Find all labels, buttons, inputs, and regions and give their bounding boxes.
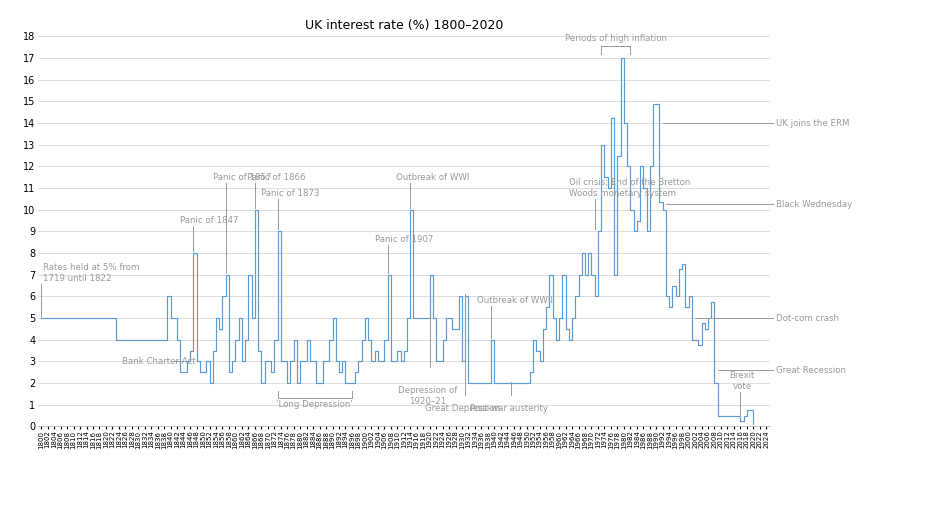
Text: Outbreak of WWI: Outbreak of WWI [395, 173, 469, 181]
Text: Rates held at 5% from
1719 until 1822: Rates held at 5% from 1719 until 1822 [43, 263, 140, 283]
Text: Periods of high inflation: Periods of high inflation [564, 34, 667, 43]
Text: Dot-com crash: Dot-com crash [776, 314, 839, 322]
Text: Oil crisis; End of the Bretton
Woods monetary system: Oil crisis; End of the Bretton Woods mon… [569, 178, 691, 198]
Text: Panic of 1907: Panic of 1907 [374, 236, 433, 244]
Text: Black Wednesday: Black Wednesday [776, 200, 852, 209]
Text: Panic of 1866: Panic of 1866 [247, 173, 305, 181]
Text: Outbreak of WWII: Outbreak of WWII [477, 296, 553, 305]
Text: Depression of
1920–21: Depression of 1920–21 [398, 386, 458, 407]
Text: Bank Charter Act: Bank Charter Act [123, 357, 196, 366]
Text: Great Depression: Great Depression [425, 404, 500, 413]
Text: Panic of 1857: Panic of 1857 [213, 173, 272, 181]
Text: Post-war austerity: Post-war austerity [470, 404, 548, 413]
Text: Panic of 1873: Panic of 1873 [261, 189, 320, 198]
Text: Great Recession: Great Recession [776, 366, 846, 374]
Text: UK joins the ERM: UK joins the ERM [776, 119, 849, 127]
Text: Brexit
vote: Brexit vote [730, 371, 754, 391]
Title: UK interest rate (%) 1800–2020: UK interest rate (%) 1800–2020 [305, 19, 503, 32]
Text: Panic of 1847: Panic of 1847 [180, 216, 238, 225]
Text: 'Long Depression': 'Long Depression' [276, 400, 353, 409]
